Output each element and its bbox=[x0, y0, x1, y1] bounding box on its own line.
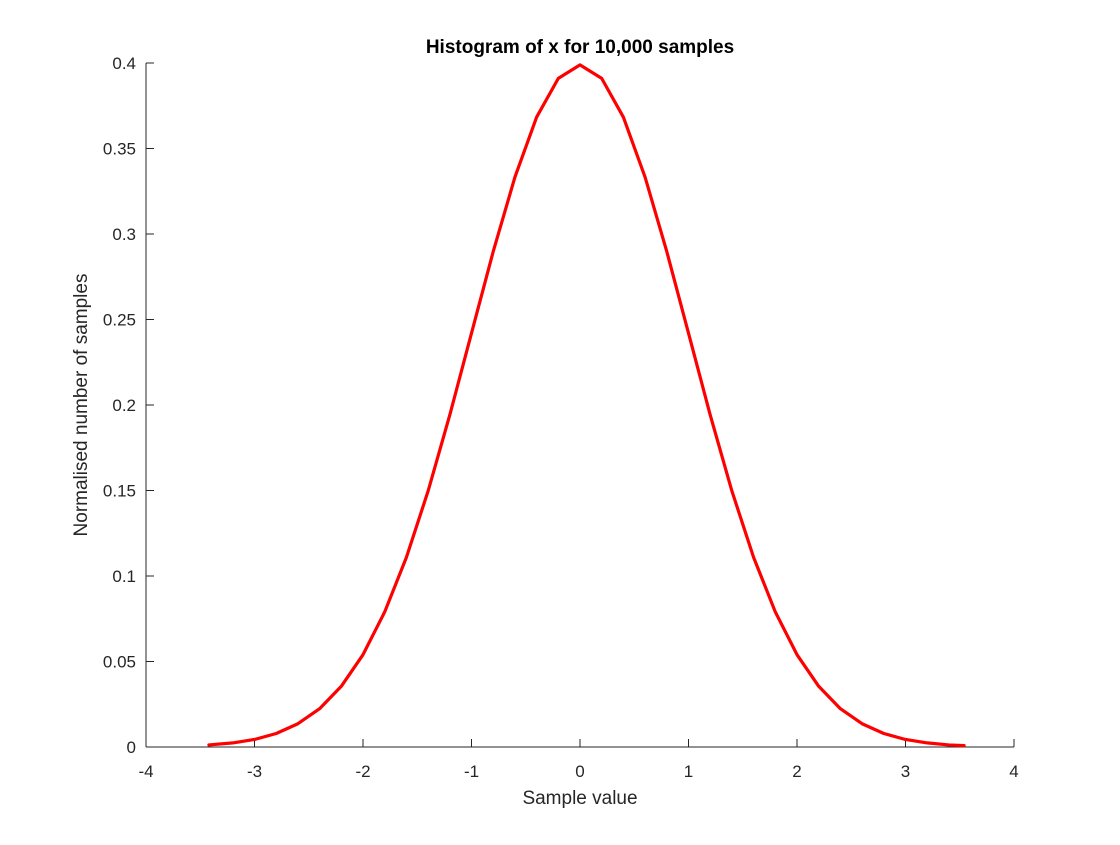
x-tick-label: 2 bbox=[792, 762, 801, 781]
x-tick-label: 3 bbox=[901, 762, 910, 781]
y-ticks: 0 0.05 0.1 0.15 0.2 0.25 0.3 0.35 0.4 bbox=[103, 54, 154, 757]
x-tick-label: -2 bbox=[355, 762, 370, 781]
y-axis-label: Normalised number of samples bbox=[71, 274, 92, 537]
y-tick-label: 0.2 bbox=[112, 396, 136, 415]
x-axis-label: Sample value bbox=[522, 788, 637, 809]
y-tick-label: 0.3 bbox=[112, 225, 136, 244]
plot-area bbox=[207, 63, 966, 748]
x-tick-label: 1 bbox=[684, 762, 693, 781]
y-tick-label: 0.1 bbox=[112, 567, 136, 586]
axes: -4 -3 -2 -1 0 1 2 3 4 0 0.05 0.1 0.15 0.2 0.25 0.3 0.35… bbox=[103, 54, 1019, 781]
chart-title: Histogram of x for 10,000 samples bbox=[426, 37, 734, 58]
x-ticks: -4 -3 -2 -1 0 1 2 3 4 bbox=[138, 739, 1019, 781]
y-tick-label: 0.4 bbox=[112, 54, 136, 73]
y-tick-label: 0.25 bbox=[103, 311, 136, 330]
x-tick-label: -1 bbox=[464, 762, 479, 781]
y-tick-label: 0.15 bbox=[103, 482, 136, 501]
x-tick-label: -4 bbox=[138, 762, 153, 781]
x-tick-label: -3 bbox=[247, 762, 262, 781]
series-line bbox=[207, 63, 966, 748]
y-tick-label: 0.35 bbox=[103, 140, 136, 159]
x-tick-label: 4 bbox=[1009, 762, 1018, 781]
x-tick-label: 0 bbox=[575, 762, 584, 781]
y-tick-label: 0 bbox=[127, 738, 136, 757]
y-tick-label: 0.05 bbox=[103, 653, 136, 672]
